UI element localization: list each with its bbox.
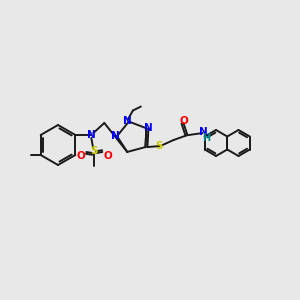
- Text: O: O: [104, 151, 113, 161]
- Text: O: O: [77, 151, 86, 161]
- Text: N: N: [111, 131, 119, 141]
- Text: H: H: [202, 133, 211, 143]
- Text: N: N: [124, 116, 132, 125]
- Text: N: N: [144, 123, 153, 133]
- Text: N: N: [87, 130, 96, 140]
- Text: O: O: [179, 116, 188, 126]
- Text: N: N: [199, 127, 208, 137]
- Text: S: S: [91, 146, 98, 156]
- Text: S: S: [156, 141, 163, 151]
